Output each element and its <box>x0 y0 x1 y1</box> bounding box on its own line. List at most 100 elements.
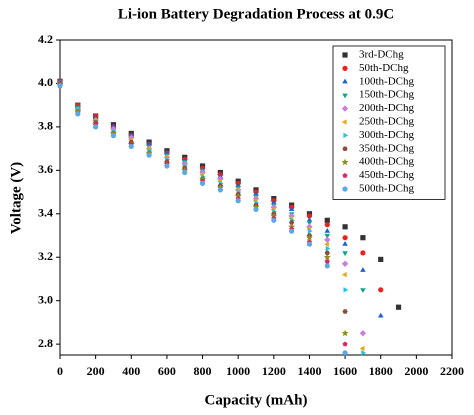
y-tick-label: 3.6 <box>38 162 53 176</box>
point <box>324 222 330 228</box>
point <box>235 182 241 188</box>
legend-label: 300th-DChg <box>359 129 415 141</box>
point <box>146 141 152 146</box>
point <box>325 245 331 252</box>
point <box>289 220 295 225</box>
point <box>342 251 348 257</box>
point <box>128 143 134 150</box>
legend-marker <box>341 105 349 112</box>
point <box>306 220 313 226</box>
point <box>324 236 331 244</box>
legend-label: 500th-DChg <box>359 183 415 195</box>
series <box>56 80 367 337</box>
legend-label: 350th-DChg <box>359 142 415 154</box>
point <box>378 256 384 263</box>
point <box>110 132 117 139</box>
point <box>360 267 366 272</box>
point <box>164 149 170 155</box>
y-tick-label: 4.2 <box>38 32 53 46</box>
point <box>253 206 259 213</box>
point <box>342 341 348 347</box>
point <box>361 350 367 356</box>
point <box>359 345 365 352</box>
x-tick-label: 2000 <box>404 364 428 378</box>
plot-frame <box>59 39 453 356</box>
point <box>324 227 331 233</box>
point <box>217 187 223 193</box>
point <box>306 217 313 222</box>
point <box>306 234 313 241</box>
point <box>341 271 347 278</box>
point <box>271 217 277 223</box>
point <box>341 260 349 267</box>
legend-label: 150th-DChg <box>359 89 415 101</box>
point <box>324 233 331 239</box>
point <box>75 111 81 117</box>
point <box>360 235 366 241</box>
legend-box <box>332 45 446 200</box>
y-tick-label: 2.8 <box>38 336 53 350</box>
x-tick-label: 1600 <box>333 364 357 378</box>
legend-marker <box>342 65 348 71</box>
x-tick-label: 2200 <box>440 364 464 378</box>
y-tick-label: 3.4 <box>38 206 53 220</box>
point <box>342 350 348 356</box>
point <box>235 198 241 204</box>
x-tick-label: 1800 <box>369 364 393 378</box>
series <box>58 80 367 356</box>
x-tick-label: 1400 <box>297 364 321 378</box>
y-tick-label: 3.2 <box>38 249 53 263</box>
point <box>271 199 277 205</box>
series <box>57 81 348 314</box>
point <box>342 224 348 230</box>
legend-marker <box>342 173 348 178</box>
point <box>342 309 348 314</box>
point <box>324 241 329 247</box>
legend-label: 250th-DChg <box>359 116 415 128</box>
legend-label: 3rd-DChg <box>359 49 404 61</box>
series <box>57 83 348 356</box>
point <box>342 241 348 246</box>
x-tick-label: 1000 <box>226 364 250 378</box>
x-tick-label: 800 <box>194 364 212 378</box>
point <box>360 250 366 256</box>
point <box>324 217 330 223</box>
point <box>306 241 313 247</box>
legend-label: 100th-DChg <box>359 75 415 87</box>
point <box>324 250 330 256</box>
x-tick-label: 600 <box>158 364 176 378</box>
point <box>359 330 367 337</box>
legend-label: 200th-DChg <box>359 102 415 114</box>
legend-label: 450th-DChg <box>359 169 415 181</box>
point <box>378 287 384 293</box>
point <box>377 312 384 318</box>
x-axis-label: Capacity (mAh) <box>205 392 308 408</box>
legend-marker <box>343 132 349 139</box>
y-tick-label: 3.8 <box>38 119 53 133</box>
legend-marker <box>342 186 348 192</box>
y-tick-label: 3.0 <box>38 292 53 306</box>
point <box>289 228 295 234</box>
chart-title: Li-ion Battery Degradation Process at 0.… <box>118 6 394 22</box>
point <box>253 191 259 196</box>
point <box>395 304 402 310</box>
series <box>57 83 348 347</box>
point <box>323 253 331 261</box>
point <box>199 180 206 186</box>
x-tick-label: 200 <box>87 364 105 378</box>
point <box>93 124 99 130</box>
x-tick-label: 1200 <box>262 364 286 378</box>
point <box>306 213 313 219</box>
legend-marker <box>342 146 348 152</box>
point <box>307 228 313 234</box>
legend-marker <box>342 93 348 99</box>
x-tick-label: 0 <box>57 364 63 378</box>
series <box>57 81 366 294</box>
y-axis-label: Voltage (V) <box>8 162 24 234</box>
point <box>182 169 188 176</box>
series <box>56 82 349 337</box>
legend-label: 50th-DChg <box>359 62 409 74</box>
point <box>341 329 349 337</box>
